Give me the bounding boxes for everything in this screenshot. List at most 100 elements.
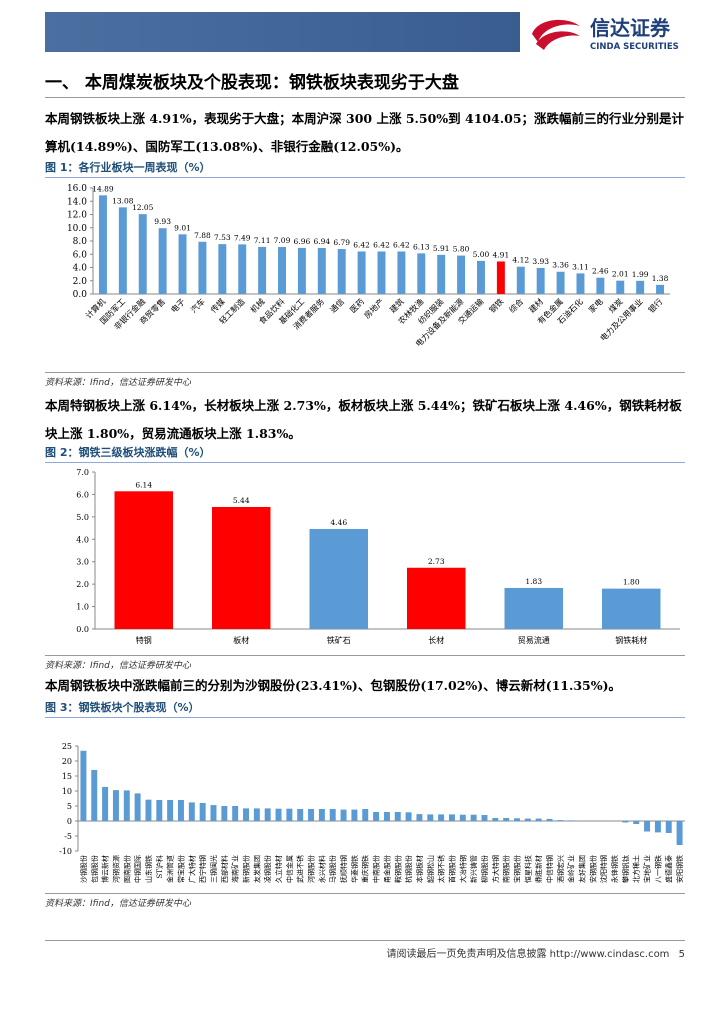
bar bbox=[243, 808, 249, 821]
source: 资料来源：Ifind，信达证券研发中心 bbox=[45, 655, 685, 671]
x-tick-label: 永锋钢铁 bbox=[610, 855, 619, 883]
bar bbox=[362, 809, 369, 821]
bar bbox=[337, 249, 346, 294]
x-tick-label: 恒星科技 bbox=[523, 855, 532, 883]
bar bbox=[448, 814, 455, 821]
footer-text: 请阅读最后一页免责声明及信息披露 http://www.cindasc.com bbox=[386, 949, 670, 960]
x-tick-label: 包钢股份 bbox=[90, 855, 99, 883]
bar bbox=[264, 808, 271, 821]
x-tick-label: 友好集团 bbox=[578, 855, 587, 883]
bar bbox=[232, 806, 239, 821]
data-label: 2.73 bbox=[428, 557, 445, 566]
bar bbox=[397, 251, 406, 294]
bar bbox=[102, 786, 109, 821]
logo: 信达证券 CINDA SECURITIES bbox=[532, 16, 679, 52]
bar bbox=[98, 195, 107, 294]
bar bbox=[210, 805, 217, 821]
x-tick-label: 通信 bbox=[328, 296, 346, 314]
x-tick-label: 山东钢铁 bbox=[144, 855, 153, 883]
data-label: 12.05 bbox=[132, 203, 154, 212]
bar bbox=[656, 284, 665, 294]
x-tick-label: 武进不锈 bbox=[296, 855, 305, 883]
bar bbox=[199, 803, 206, 821]
figure-title: 图 3：钢铁板块个股表现（%） bbox=[45, 699, 685, 718]
x-tick-label: 永兴材料 bbox=[317, 855, 326, 883]
bar bbox=[373, 812, 380, 821]
data-label: 6.94 bbox=[313, 237, 330, 246]
x-tick-label: 安阳钢铁 bbox=[675, 855, 684, 883]
logo-english: CINDA SECURITIES bbox=[590, 42, 679, 52]
y-tick-label: 2.0 bbox=[76, 580, 89, 589]
bar bbox=[496, 261, 505, 294]
bar bbox=[357, 251, 366, 294]
bar bbox=[644, 821, 651, 832]
x-tick-label: 汽车 bbox=[188, 296, 206, 314]
x-tick-label: 攀钢钒钛 bbox=[621, 855, 630, 883]
bar bbox=[383, 812, 390, 821]
chart: -10 -5 0 5 10 15 20 25 沙钢股份 包钢股份 博云新材 河钢资源 图南股份 中钢国际山… bbox=[59, 742, 685, 883]
bar bbox=[654, 821, 661, 833]
data-label: 2.46 bbox=[592, 267, 609, 276]
x-tick-label: 综合 bbox=[507, 296, 525, 314]
y-tick-label: 15 bbox=[62, 772, 72, 781]
y-tick-label: 12.0 bbox=[67, 211, 87, 221]
x-tick-label: 中信特钢 bbox=[545, 855, 554, 883]
bar bbox=[158, 228, 167, 294]
x-tick-label: 三钢闽光 bbox=[209, 855, 218, 883]
x-tick-label: 电子 bbox=[169, 296, 187, 314]
x-tick-label: 重庆钢铁 bbox=[361, 855, 370, 883]
x-tick-label: 西部材料 bbox=[220, 855, 229, 883]
bar bbox=[317, 248, 326, 294]
data-label: 7.49 bbox=[234, 233, 251, 242]
x-tick-label: 友发集团 bbox=[252, 855, 261, 883]
bar bbox=[676, 821, 683, 845]
bar bbox=[504, 587, 563, 629]
bar bbox=[351, 809, 358, 821]
x-tick-label: 甬金股份 bbox=[382, 855, 391, 883]
bar bbox=[437, 254, 446, 294]
y-tick-label: 7.0 bbox=[76, 468, 89, 477]
x-tick-label: 柳钢股份 bbox=[480, 855, 489, 883]
header-bar bbox=[45, 12, 520, 52]
x-tick-label: 马钢股份 bbox=[328, 855, 337, 883]
y-tick-label: 10.0 bbox=[67, 224, 87, 234]
bar bbox=[536, 267, 545, 294]
x-tick-label: 方大特钢 bbox=[491, 855, 500, 883]
figure-title: 图 1：各行业板块一周表现（%） bbox=[45, 159, 685, 178]
x-tick-label: 河钢股份 bbox=[307, 855, 316, 883]
y-tick-label: 0.0 bbox=[76, 625, 89, 634]
y-tick-label: 14.0 bbox=[67, 197, 87, 207]
x-tick-label: 广大特材 bbox=[187, 855, 196, 883]
bar bbox=[278, 247, 286, 294]
x-tick-label: 大冶特钢 bbox=[458, 855, 467, 883]
data-label: 7.09 bbox=[274, 236, 291, 245]
y-tick-label: 5 bbox=[67, 802, 72, 811]
data-label: 6.42 bbox=[353, 240, 370, 249]
bar bbox=[546, 818, 553, 821]
x-tick-label: 金洲管道 bbox=[166, 855, 175, 883]
bar bbox=[178, 234, 187, 294]
bar bbox=[602, 588, 661, 629]
data-label: 14.89 bbox=[92, 184, 114, 193]
bar bbox=[438, 814, 445, 821]
chart: 0.0 1.0 2.0 3.0 4.0 5.0 6.0 7.0 6.14 特钢 5.44 板材 4.46… bbox=[76, 468, 680, 645]
y-tick-label: 0 bbox=[67, 817, 72, 826]
bar bbox=[427, 814, 434, 821]
y-tick-label: 6.0 bbox=[73, 250, 88, 260]
bar bbox=[416, 814, 423, 821]
data-label: 4.46 bbox=[330, 518, 347, 527]
bar bbox=[145, 799, 152, 821]
bar bbox=[340, 809, 347, 821]
bar bbox=[138, 214, 147, 294]
y-tick-label: -5 bbox=[64, 832, 72, 841]
x-tick-label: 河钢资源 bbox=[111, 855, 120, 883]
data-label: 5.44 bbox=[233, 496, 250, 505]
bar bbox=[622, 821, 629, 823]
bar bbox=[394, 812, 401, 821]
data-label: 7.11 bbox=[254, 236, 271, 245]
data-label: 3.93 bbox=[532, 257, 549, 266]
y-tick-label: 0.0 bbox=[73, 290, 88, 300]
x-tick-label: 杭钢股份 bbox=[404, 855, 413, 883]
x-tick-label: 安钢股份 bbox=[588, 855, 597, 883]
bar bbox=[275, 808, 282, 821]
